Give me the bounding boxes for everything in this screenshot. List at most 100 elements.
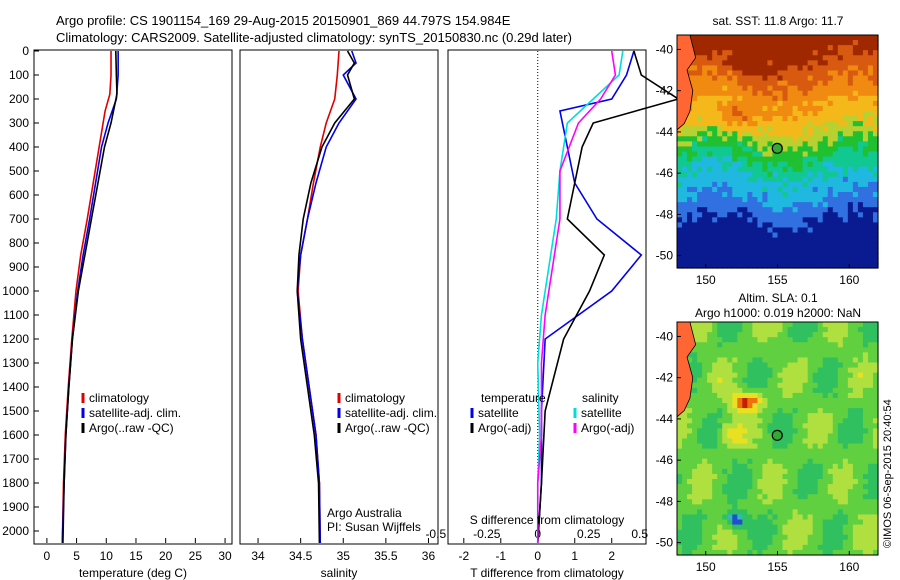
heatmap-cell [822,397,829,404]
heatmap-cell [822,252,829,259]
heatmap-cell [857,202,864,208]
heatmap-cell [722,70,728,77]
heatmap-cell [807,151,814,158]
heatmap-cell [752,70,758,77]
heatmap-cell [867,247,874,254]
heatmap-cell [807,423,814,429]
heatmap-cell [707,332,713,338]
heatmap-cell [872,192,879,198]
heatmap-cell [847,504,854,511]
heatmap-cell [867,100,874,107]
heatmap-cell [807,403,814,409]
heatmap-cell [752,544,758,551]
heatmap-cell [712,75,718,82]
heatmap-cell [722,489,728,495]
heatmap-cell [757,433,764,440]
depth-tick-label: 1200 [2,332,29,346]
heatmap-cell [722,50,728,56]
heatmap-cell [677,428,683,435]
heatmap-cell [712,367,718,374]
heatmap-cell [677,141,683,148]
heatmap-cell [792,337,799,343]
heatmap-cell [757,151,764,158]
heatmap-cell [787,222,794,229]
heatmap-cell [717,262,723,269]
heatmap-cell [812,382,819,389]
heatmap-cell [712,80,718,87]
heatmap-cell [782,377,789,384]
heatmap-cell [777,443,784,450]
heatmap-cell [787,186,794,193]
heatmap-cell [767,413,774,419]
heatmap-cell [777,90,784,97]
heatmap-cell [742,247,748,254]
heatmap-cell [862,65,869,72]
heatmap-cell [722,433,728,440]
heatmap-cell [817,413,824,419]
heatmap-cell [752,408,758,414]
heatmap-cell [842,146,849,153]
heatmap-cell [792,222,799,229]
heatmap-cell [767,116,774,122]
heatmap-cell [692,382,698,389]
heatmap-cell [827,131,834,137]
heatmap-cell [867,529,874,536]
heatmap-cell [842,161,849,168]
heatmap-cell [797,428,804,435]
heatmap-cell [822,463,829,470]
heatmap-cell [797,362,804,369]
heatmap-cell [707,202,713,208]
heatmap-cell [812,377,819,384]
heatmap-cell [687,539,693,546]
x-tick-label: 35.5 [374,549,398,563]
heatmap-cell [832,408,839,414]
heatmap-cell [757,110,764,117]
heatmap-cell [687,418,693,424]
heatmap-cell [812,397,819,404]
heatmap-cell [807,499,814,505]
heatmap-cell [792,377,799,384]
heatmap-cell [812,367,819,374]
heatmap-cell [707,156,713,163]
heatmap-cell [812,247,819,254]
heatmap-cell [742,212,748,218]
credit-line2: PI: Susan Wijffels [327,520,421,534]
heatmap-cell [787,494,794,500]
heatmap-cell [782,151,789,158]
heatmap-cell [697,322,703,328]
heatmap-cell [792,75,799,82]
heatmap-cell [707,192,713,198]
heatmap-cell [827,377,834,384]
heatmap-cell [852,131,859,137]
heatmap-cell [867,489,874,495]
x-tick-label: 34 [251,549,265,563]
heatmap-cell [797,322,804,328]
heatmap-cell [772,35,779,41]
heatmap-cell [747,377,753,384]
heatmap-cell [782,136,789,142]
heatmap-cell [832,352,839,359]
heatmap-cell [747,262,753,269]
heatmap-cell [717,463,723,470]
heatmap-cell [797,45,804,51]
heatmap-cell [827,110,834,117]
heatmap-cell [757,403,764,409]
heatmap-cell [702,504,708,511]
heatmap-cell [857,100,864,107]
heatmap-cell [727,322,733,328]
heatmap-cell [792,60,799,66]
heatmap-cell [857,212,864,218]
heatmap-cell [842,65,849,72]
heatmap-cell [842,262,849,269]
heatmap-cell [827,337,834,343]
heatmap-cell [797,372,804,379]
heatmap-cell [792,247,799,254]
heatmap-cell [772,222,779,229]
heatmap-cell [802,392,809,399]
heatmap-cell [742,45,748,51]
heatmap-cell [687,448,693,455]
heatmap-cell [852,252,859,259]
heatmap-cell [842,45,849,51]
heatmap-cell [757,35,764,41]
heatmap-cell [732,504,738,511]
